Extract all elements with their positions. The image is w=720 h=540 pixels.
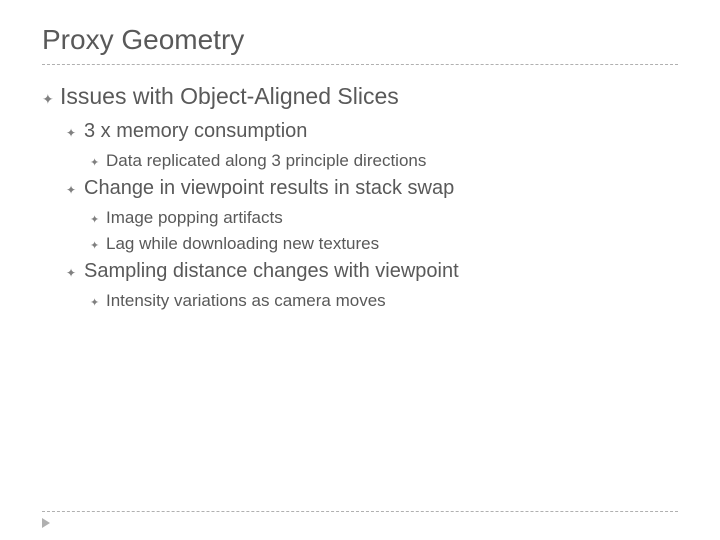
bullet-level3: ✦ Image popping artifacts xyxy=(90,208,678,228)
footer-marker-icon xyxy=(42,518,50,528)
level2-group: ✦ 3 x memory consumption ✦ Data replicat… xyxy=(42,120,678,311)
bullet-text: 3 x memory consumption xyxy=(84,120,307,143)
bullet-text: Data replicated along 3 principle direct… xyxy=(106,151,426,171)
bullet-icon: ✦ xyxy=(42,91,60,108)
bullet-icon: ✦ xyxy=(90,239,106,252)
bullet-icon: ✦ xyxy=(66,126,84,140)
bullet-text: Change in viewpoint results in stack swa… xyxy=(84,177,454,200)
level3-group: ✦ Data replicated along 3 principle dire… xyxy=(66,151,678,171)
footer-divider xyxy=(42,511,678,512)
bullet-level3: ✦ Lag while downloading new textures xyxy=(90,234,678,254)
bullet-level1: ✦ Issues with Object-Aligned Slices xyxy=(42,83,678,110)
bullet-level2: ✦ 3 x memory consumption xyxy=(66,120,678,143)
bullet-text: Intensity variations as camera moves xyxy=(106,291,386,311)
slide-title: Proxy Geometry xyxy=(42,24,678,65)
bullet-icon: ✦ xyxy=(90,156,106,169)
bullet-icon: ✦ xyxy=(66,266,84,280)
bullet-text: Lag while downloading new textures xyxy=(106,234,379,254)
bullet-text: Sampling distance changes with viewpoint xyxy=(84,260,459,283)
bullet-level2: ✦ Sampling distance changes with viewpoi… xyxy=(66,260,678,283)
bullet-text: Image popping artifacts xyxy=(106,208,283,228)
bullet-level3: ✦ Intensity variations as camera moves xyxy=(90,291,678,311)
bullet-icon: ✦ xyxy=(90,296,106,309)
bullet-text: Issues with Object-Aligned Slices xyxy=(60,83,399,110)
bullet-level2: ✦ Change in viewpoint results in stack s… xyxy=(66,177,678,200)
bullet-icon: ✦ xyxy=(90,213,106,226)
slide-container: Proxy Geometry ✦ Issues with Object-Alig… xyxy=(0,0,720,311)
level3-group: ✦ Image popping artifacts ✦ Lag while do… xyxy=(66,208,678,254)
bullet-level3: ✦ Data replicated along 3 principle dire… xyxy=(90,151,678,171)
bullet-icon: ✦ xyxy=(66,183,84,197)
level3-group: ✦ Intensity variations as camera moves xyxy=(66,291,678,311)
